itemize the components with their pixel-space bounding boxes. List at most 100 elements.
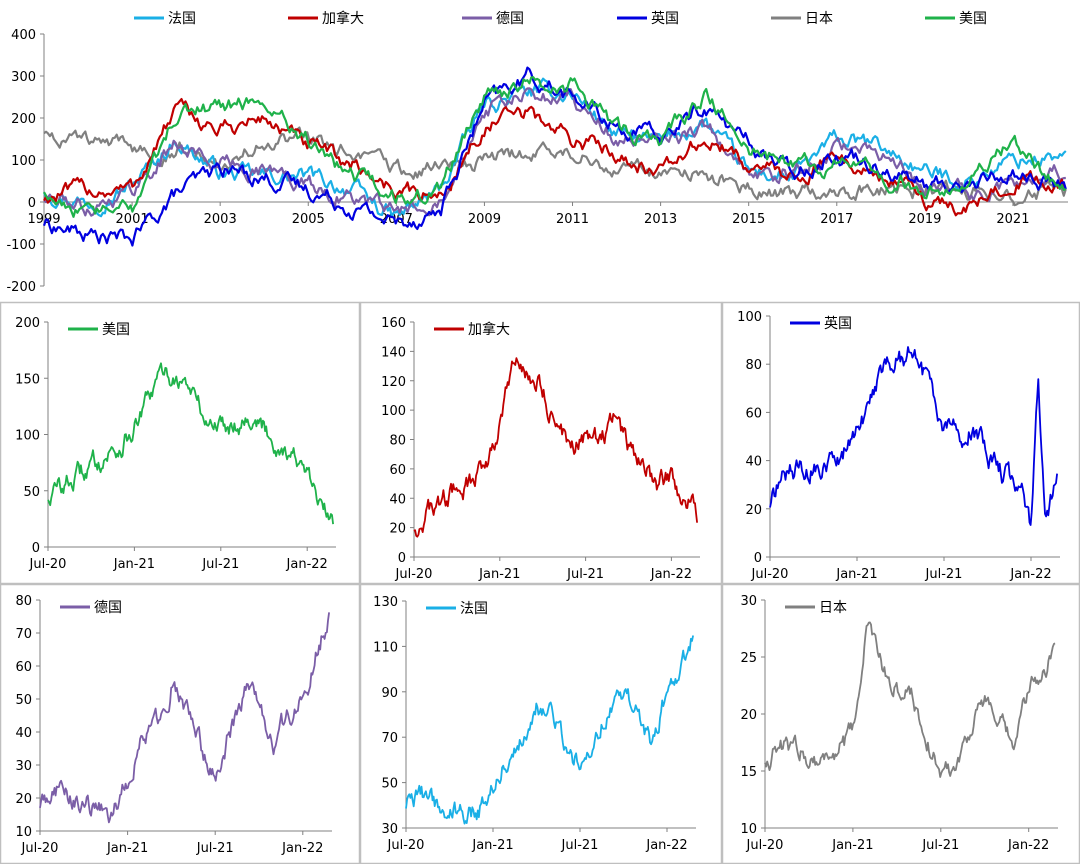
- y-tick-label: 140: [381, 345, 406, 360]
- y-tick-label: 0: [32, 541, 40, 556]
- y-tick-label: 110: [373, 640, 398, 655]
- x-tick-label: 2019: [908, 212, 941, 227]
- y-tick-label: 40: [15, 726, 32, 741]
- y-tick-label: 60: [389, 463, 406, 478]
- y-tick-label: 10: [740, 822, 757, 837]
- x-tick-label: Jul-21: [566, 567, 604, 582]
- y-tick-label: -100: [6, 238, 36, 253]
- x-tick-label: Jan-21: [835, 567, 877, 582]
- x-tick-label: Jul-20: [746, 838, 784, 853]
- x-tick-label: 2015: [732, 212, 765, 227]
- y-tick-label: 30: [381, 822, 398, 837]
- chart-fr: 30 50 70 90 110 130 Jul-20 Jan-21 Jul-21 Jan-22 法国: [373, 595, 696, 853]
- series-line-jp-0: [764, 621, 1056, 778]
- x-tick-label: Jul-21: [925, 567, 963, 582]
- x-tick-label: Jul-20: [29, 557, 67, 572]
- y-tick-label: -200: [6, 280, 36, 295]
- y-tick-label: 50: [23, 485, 40, 500]
- legend-label: 法国: [460, 601, 488, 617]
- x-tick-label: Jan-22: [650, 567, 692, 582]
- x-tick-label: Jan-22: [1009, 567, 1051, 582]
- x-tick-label: Jan-22: [286, 557, 328, 572]
- y-tick-label: 200: [11, 112, 36, 127]
- y-tick-label: 130: [373, 595, 398, 610]
- legend-label: 法国: [168, 11, 196, 27]
- legend-label: 加拿大: [468, 321, 510, 338]
- y-tick-label: 50: [381, 777, 398, 792]
- y-tick-label: 70: [15, 627, 32, 642]
- y-tick-label: 0: [28, 196, 36, 211]
- y-tick-label: 40: [745, 455, 762, 470]
- series-line-uk-0: [769, 346, 1058, 526]
- series-line-main-1: [43, 98, 1067, 217]
- y-tick-label: 80: [389, 434, 406, 449]
- chart-ca: 0 20 40 60 80 100 120 140 160 Jul-20 Jan-21 Jul-21 J…: [381, 316, 700, 582]
- y-tick-label: 80: [15, 594, 32, 609]
- legend-label: 美国: [959, 11, 987, 27]
- x-tick-label: 2017: [820, 212, 853, 227]
- y-tick-label: 120: [381, 375, 406, 390]
- x-tick-label: Jul-20: [751, 567, 789, 582]
- legend-label: 日本: [805, 11, 833, 27]
- x-tick-label: 1999: [27, 212, 60, 227]
- chart-jp: 10 15 20 25 30 Jul-20 Jan-21 Jul-21 Jan-22 日本: [740, 594, 1058, 853]
- x-tick-label: Jul-21: [561, 838, 599, 853]
- y-tick-label: 100: [11, 154, 36, 169]
- x-tick-label: Jul-21: [201, 557, 239, 572]
- x-tick-label: Jul-20: [387, 838, 425, 853]
- x-tick-label: Jan-21: [106, 841, 148, 856]
- x-tick-label: Jul-20: [21, 841, 59, 856]
- x-tick-label: Jul-20: [395, 567, 433, 582]
- x-tick-label: Jan-22: [281, 841, 323, 856]
- y-tick-label: 30: [15, 759, 32, 774]
- legend-label: 德国: [496, 11, 524, 27]
- y-tick-label: 20: [389, 522, 406, 537]
- x-tick-label: Jan-22: [1007, 838, 1049, 853]
- x-tick-label: 2009: [468, 212, 501, 227]
- series-line-us-0: [47, 362, 334, 525]
- y-tick-label: 0: [754, 551, 762, 566]
- legend-label: 日本: [819, 600, 847, 616]
- y-tick-label: 10: [15, 825, 32, 840]
- y-tick-label: 20: [740, 708, 757, 723]
- legend-label: 美国: [102, 322, 130, 338]
- y-tick-label: 160: [381, 316, 406, 331]
- x-tick-label: 2005: [292, 212, 325, 227]
- series-line-main-5: [43, 76, 1067, 218]
- x-tick-label: 2003: [204, 212, 237, 227]
- x-tick-label: Jan-21: [478, 567, 520, 582]
- y-tick-label: 100: [737, 310, 762, 325]
- x-tick-label: 2001: [116, 212, 149, 227]
- y-tick-label: 15: [740, 765, 757, 780]
- panel-frame-2: [359, 301, 723, 585]
- y-tick-label: 90: [381, 686, 398, 701]
- y-tick-label: 200: [15, 316, 40, 331]
- y-tick-label: 100: [15, 429, 40, 444]
- x-tick-label: Jul-21: [921, 838, 959, 853]
- y-tick-label: 60: [15, 660, 32, 675]
- chart-main: -200 -100 0 100 200 300 400 1999 2001 2003 2005 200…: [6, 10, 1068, 295]
- y-tick-label: 100: [381, 404, 406, 419]
- x-tick-label: Jan-22: [645, 838, 687, 853]
- y-tick-label: 30: [740, 594, 757, 609]
- legend-label: 英国: [651, 10, 679, 27]
- legend-label: 德国: [94, 600, 122, 616]
- y-tick-label: 150: [15, 372, 40, 387]
- x-tick-label: Jan-21: [831, 838, 873, 853]
- chart-uk: 0 20 40 60 80 100 Jul-20 Jan-21 Jul-21 Jan-22 英国: [737, 310, 1060, 582]
- y-tick-label: 80: [745, 358, 762, 373]
- y-tick-label: 50: [15, 693, 32, 708]
- y-tick-label: 20: [745, 503, 762, 518]
- y-tick-label: 60: [745, 406, 762, 421]
- series-line-de-0: [39, 612, 330, 824]
- panel-frame-1: [0, 301, 361, 585]
- x-tick-label: Jan-21: [113, 557, 155, 572]
- legend-label: 英国: [824, 315, 852, 332]
- series-line-ca-0: [413, 357, 698, 538]
- x-tick-label: Jul-21: [196, 841, 234, 856]
- x-tick-label: Jan-21: [471, 838, 513, 853]
- series-line-main-3: [42, 66, 1067, 247]
- series-line-fr-0: [405, 635, 694, 825]
